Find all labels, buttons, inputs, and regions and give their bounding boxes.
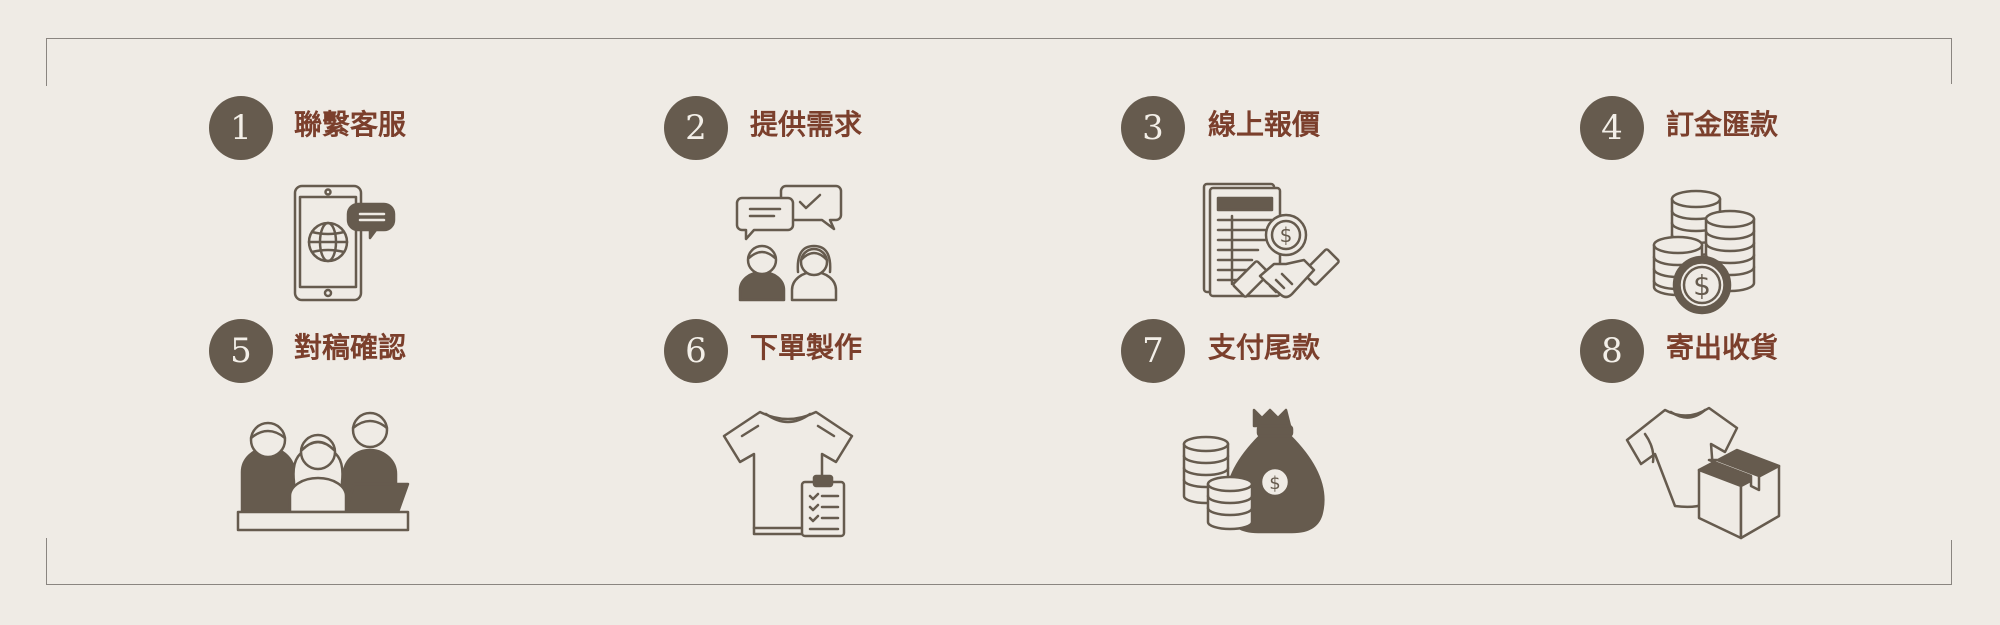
quote-handshake-icon: $ [1200, 180, 1340, 315]
step-number-badge: 6 [664, 319, 728, 383]
step-number-badge: 8 [1580, 319, 1644, 383]
money-bag-icon: $ [1180, 406, 1325, 538]
step-number-badge: 3 [1121, 96, 1185, 160]
tshirt-checklist-icon [720, 408, 856, 540]
phone-chat-icon [288, 180, 398, 305]
step-label: 提供需求 [750, 108, 863, 141]
team-laptop-icon [236, 408, 412, 534]
step-number-badge: 7 [1121, 319, 1185, 383]
step-label: 聯繫客服 [294, 108, 407, 141]
step-number-badge: 5 [209, 319, 273, 383]
svg-text:$: $ [1280, 223, 1293, 247]
step-label: 對稿確認 [294, 331, 407, 364]
step-label: 線上報價 [1208, 108, 1321, 141]
step-label: 下單製作 [750, 331, 863, 364]
svg-text:$: $ [1693, 269, 1711, 302]
step-label: 訂金匯款 [1666, 108, 1779, 141]
svg-text:$: $ [1269, 473, 1280, 494]
coin-stack-icon: $ [1650, 185, 1760, 315]
step-number-badge: 2 [664, 96, 728, 160]
step-label: 寄出收貨 [1666, 331, 1779, 364]
shirt-package-icon [1625, 404, 1785, 542]
step-number-badge: 1 [209, 96, 273, 160]
step-number-badge: 4 [1580, 96, 1644, 160]
conversation-icon [735, 180, 851, 305]
step-label: 支付尾款 [1208, 331, 1321, 364]
